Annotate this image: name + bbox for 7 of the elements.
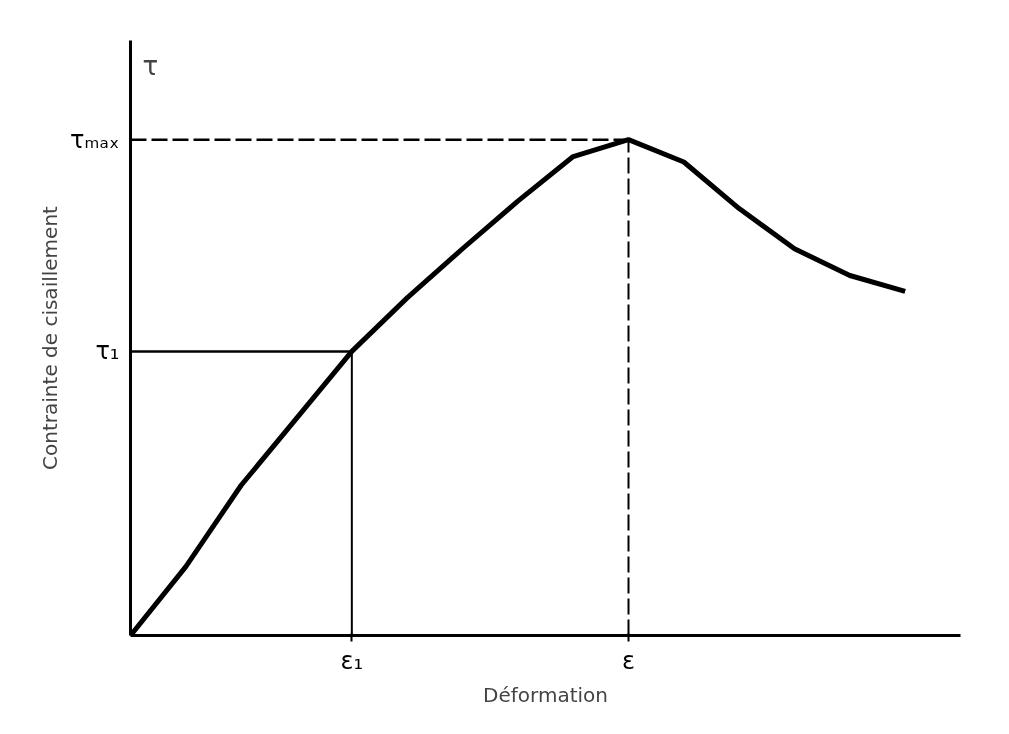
- x-tick-label: ε: [622, 646, 635, 675]
- ref-line-label: τ₁: [95, 337, 120, 366]
- x-axis-title: Déformation: [483, 682, 608, 707]
- ref-line-label: τₘₐₓ: [70, 125, 120, 154]
- text: τ: [142, 50, 159, 81]
- y-axis-title: Contrainte de cisaillement: [38, 205, 63, 470]
- x-tick-label: ε₁: [340, 646, 364, 675]
